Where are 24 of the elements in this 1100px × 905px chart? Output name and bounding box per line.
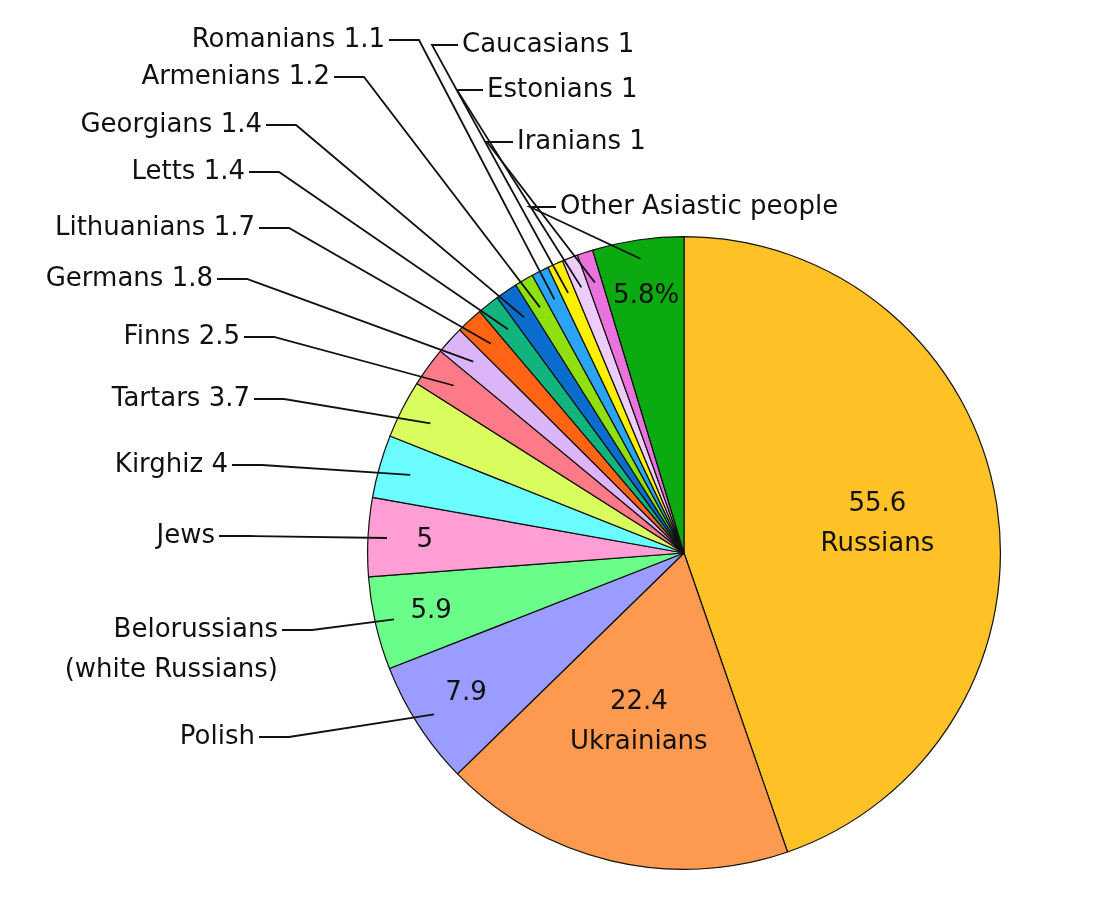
slice-label: Tartars 3.7: [110, 381, 250, 412]
slice-label: Lithuanians 1.7: [54, 210, 255, 241]
slice-label: Romanians 1.1: [191, 22, 385, 53]
slice-label: Finns 2.5: [123, 319, 240, 350]
slice-label: Polish: [179, 719, 255, 750]
data-label: 55.6: [848, 486, 907, 517]
slice-label: Russians: [820, 526, 935, 557]
data-label: 5.9: [410, 593, 452, 624]
data-label: 22.4: [609, 685, 668, 716]
slice-label: Belorussians (white Russians): [64, 612, 278, 683]
data-label: 7.9: [445, 676, 487, 707]
slice-label: Caucasians 1: [462, 27, 635, 58]
slice-label: Iranians 1: [517, 124, 646, 155]
slice-label: Germans 1.8: [45, 261, 213, 292]
slice-label: Georgians 1.4: [80, 107, 262, 138]
slice-label: Ukrainians: [570, 725, 708, 756]
slice-label: Letts 1.4: [131, 154, 245, 185]
slice-label: Other Asiastic people: [560, 189, 839, 220]
data-label: 5: [416, 522, 434, 553]
slice-label: Kirghiz 4: [114, 447, 228, 478]
slice-label: Jews: [154, 518, 215, 549]
slice-label: Armenians 1.2: [141, 59, 330, 90]
slice-label: Estonians 1: [487, 72, 638, 103]
data-label: 5.8%: [613, 279, 680, 310]
